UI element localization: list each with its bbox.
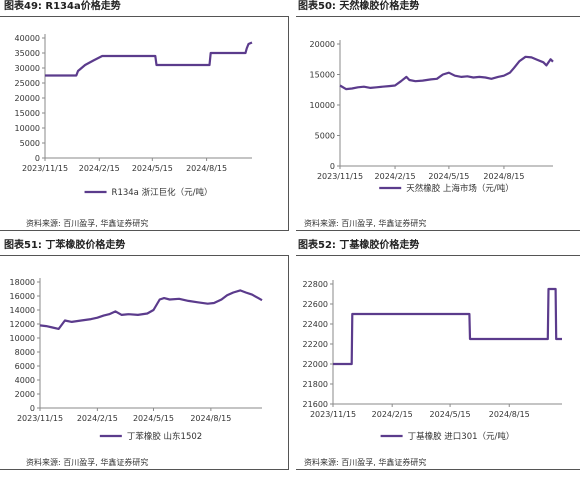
- panel-title: 图表52: 丁基橡胶价格走势: [298, 240, 420, 251]
- panel-title: 图表51: 丁苯橡胶价格走势: [4, 240, 126, 251]
- y-tick-label: 16000: [10, 292, 35, 301]
- y-tick-label: 10000: [15, 124, 40, 133]
- y-tick-label: 22200: [303, 340, 328, 349]
- bottom-rule: [296, 230, 580, 231]
- y-tick-label: 25000: [15, 79, 40, 88]
- y-tick-label: 21600: [303, 400, 328, 409]
- y-tick-label: 0: [330, 162, 335, 171]
- panel-title: 图表49: R134a价格走势: [4, 1, 121, 12]
- x-tick-label: 2024/5/15: [132, 164, 173, 173]
- panel-title: 图表50: 天然橡胶价格走势: [298, 1, 420, 12]
- source-note: 资料来源: 百川盈孚, 华鑫证券研究: [304, 219, 427, 228]
- x-tick-label: 2023/11/15: [17, 414, 63, 423]
- legend-label: 天然橡胶 上海市场（元/吨）: [406, 183, 514, 194]
- line-chart-sbr: 0 2000 4000 6000 8000 10000 12000 14000 16000 180…: [10, 278, 263, 442]
- series-line: [339, 55, 554, 91]
- chart-panel-natural-rubber: 图表50: 天然橡胶价格走势 0 5000 10000 15000 20000 2023/…: [290, 0, 580, 239]
- y-tick-label: 20000: [310, 40, 335, 49]
- y-tick-label: 8000: [15, 348, 35, 357]
- column-divider: [288, 255, 289, 470]
- x-tick-label: 2024/2/15: [375, 172, 416, 181]
- y-tick-label: 21800: [303, 380, 328, 389]
- y-tick-label: 4000: [15, 376, 35, 385]
- title-rule: [296, 16, 580, 17]
- chart-panel-r134a: 图表49: R134a价格走势 0 5000 10000 15000 20000 2500…: [0, 0, 290, 239]
- line-chart-r134a: 0 5000 10000 15000 20000 25000 30000 35000 40000…: [15, 34, 253, 198]
- legend-label: 丁基橡胶 进口301（元/吨）: [408, 431, 515, 442]
- y-tick-label: 14000: [10, 306, 35, 315]
- x-tick-label: 2024/2/15: [372, 410, 413, 419]
- title-rule: [0, 16, 288, 17]
- y-tick-label: 5000: [20, 139, 40, 148]
- y-tick-label: 0: [30, 404, 35, 413]
- y-tick-label: 22800: [303, 280, 328, 289]
- title-rule: [0, 255, 288, 256]
- x-tick-label: 2024/5/15: [428, 172, 469, 181]
- y-tick-label: 15000: [310, 71, 335, 80]
- source-note: 资料来源: 百川盈孚, 华鑫证券研究: [304, 458, 427, 467]
- title-rule: [296, 255, 580, 256]
- series-line: [45, 41, 253, 77]
- source-note: 资料来源: 百川盈孚, 华鑫证券研究: [26, 219, 149, 228]
- x-tick-label: 2024/2/15: [77, 414, 118, 423]
- chart-panel-butyl-rubber: 图表52: 丁基橡胶价格走势 21600 21800 22000 22200 22400…: [290, 239, 580, 478]
- chart-panel-sbr: 图表51: 丁苯橡胶价格走势 0 2000 4000 6000 8000 10000 120…: [0, 239, 290, 478]
- x-tick-label: 2023/11/15: [22, 164, 68, 173]
- line-chart-natural-rubber: 0 5000 10000 15000 20000 2023/11/15 2024/2/15 2…: [310, 40, 554, 194]
- x-tick-label: 2023/11/15: [317, 172, 363, 181]
- line-chart-butyl-rubber: 21600 21800 22000 22200 22400 22600 22800 2023/…: [303, 280, 562, 442]
- y-tick-label: 40000: [15, 34, 40, 43]
- y-tick-label: 6000: [15, 362, 35, 371]
- series-line: [39, 289, 263, 331]
- bottom-rule: [0, 230, 288, 231]
- y-tick-label: 5000: [315, 132, 335, 141]
- y-tick-label: 22600: [303, 300, 328, 309]
- bottom-rule: [0, 469, 288, 470]
- series-line: [333, 287, 562, 366]
- y-tick-label: 2000: [15, 390, 35, 399]
- y-tick-label: 22000: [303, 360, 328, 369]
- y-tick-label: 12000: [10, 320, 35, 329]
- x-tick-label: 2024/8/15: [190, 414, 231, 423]
- bottom-rule: [296, 469, 580, 470]
- y-tick-label: 35000: [15, 49, 40, 58]
- y-tick-label: 18000: [10, 278, 35, 287]
- column-divider: [288, 16, 289, 231]
- y-tick-label: 10000: [10, 334, 35, 343]
- y-tick-label: 0: [35, 154, 40, 163]
- x-tick-label: 2024/5/15: [133, 414, 174, 423]
- y-tick-label: 10000: [310, 101, 335, 110]
- y-tick-label: 20000: [15, 94, 40, 103]
- y-tick-label: 30000: [15, 64, 40, 73]
- legend-label: R134a 浙江巨化（元/吨）: [112, 187, 213, 198]
- y-tick-label: 15000: [15, 109, 40, 118]
- source-note: 资料来源: 百川盈孚, 华鑫证券研究: [26, 458, 149, 467]
- x-tick-label: 2024/2/15: [79, 164, 120, 173]
- y-tick-label: 22400: [303, 320, 328, 329]
- x-tick-label: 2023/11/15: [310, 410, 356, 419]
- legend-label: 丁苯橡胶 山东1502: [127, 431, 202, 442]
- x-tick-label: 2024/8/15: [186, 164, 227, 173]
- x-tick-label: 2024/8/15: [483, 172, 524, 181]
- x-tick-label: 2024/5/15: [430, 410, 471, 419]
- x-tick-label: 2024/8/15: [489, 410, 530, 419]
